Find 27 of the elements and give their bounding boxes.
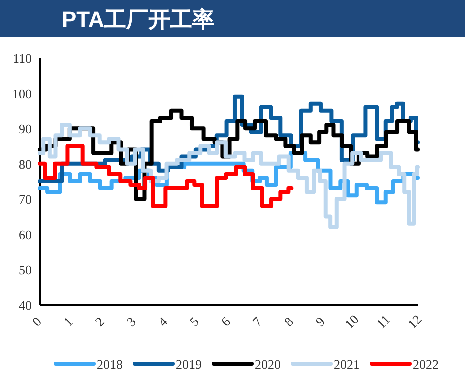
y-tick-label: 90 — [19, 122, 32, 137]
y-tick-label: 110 — [12, 51, 32, 66]
y-tick-label: 60 — [19, 227, 32, 242]
y-tick-label: 40 — [19, 298, 32, 313]
y-tick-label: 50 — [19, 262, 32, 278]
x-tick-label: 4 — [155, 314, 171, 330]
legend-label: 2018 — [97, 357, 123, 372]
x-tick-label: 7 — [250, 314, 266, 330]
legend-label: 2021 — [334, 357, 360, 372]
chart-title: PTA工厂开工率 — [62, 7, 214, 32]
x-tick-label: 3 — [124, 314, 139, 330]
x-tick-label: 10 — [342, 312, 362, 332]
x-tick-label: 1 — [60, 314, 76, 330]
y-tick-label: 80 — [19, 156, 32, 172]
y-tick-label: 70 — [19, 192, 32, 208]
y-tick-label: 100 — [12, 86, 32, 102]
legend-label: 2019 — [176, 357, 202, 372]
x-tick-label: 11 — [374, 312, 394, 332]
x-tick-label: 5 — [186, 314, 202, 330]
legend-label: 2020 — [255, 357, 281, 372]
x-tick-label: 6 — [218, 314, 234, 330]
x-tick-label: 2 — [92, 314, 108, 330]
legend-label: 2022 — [413, 357, 439, 372]
x-tick-label: 12 — [404, 312, 425, 332]
x-tick-label: 9 — [312, 314, 328, 330]
x-tick-label: 0 — [29, 314, 44, 330]
x-tick-label: 8 — [281, 314, 296, 330]
